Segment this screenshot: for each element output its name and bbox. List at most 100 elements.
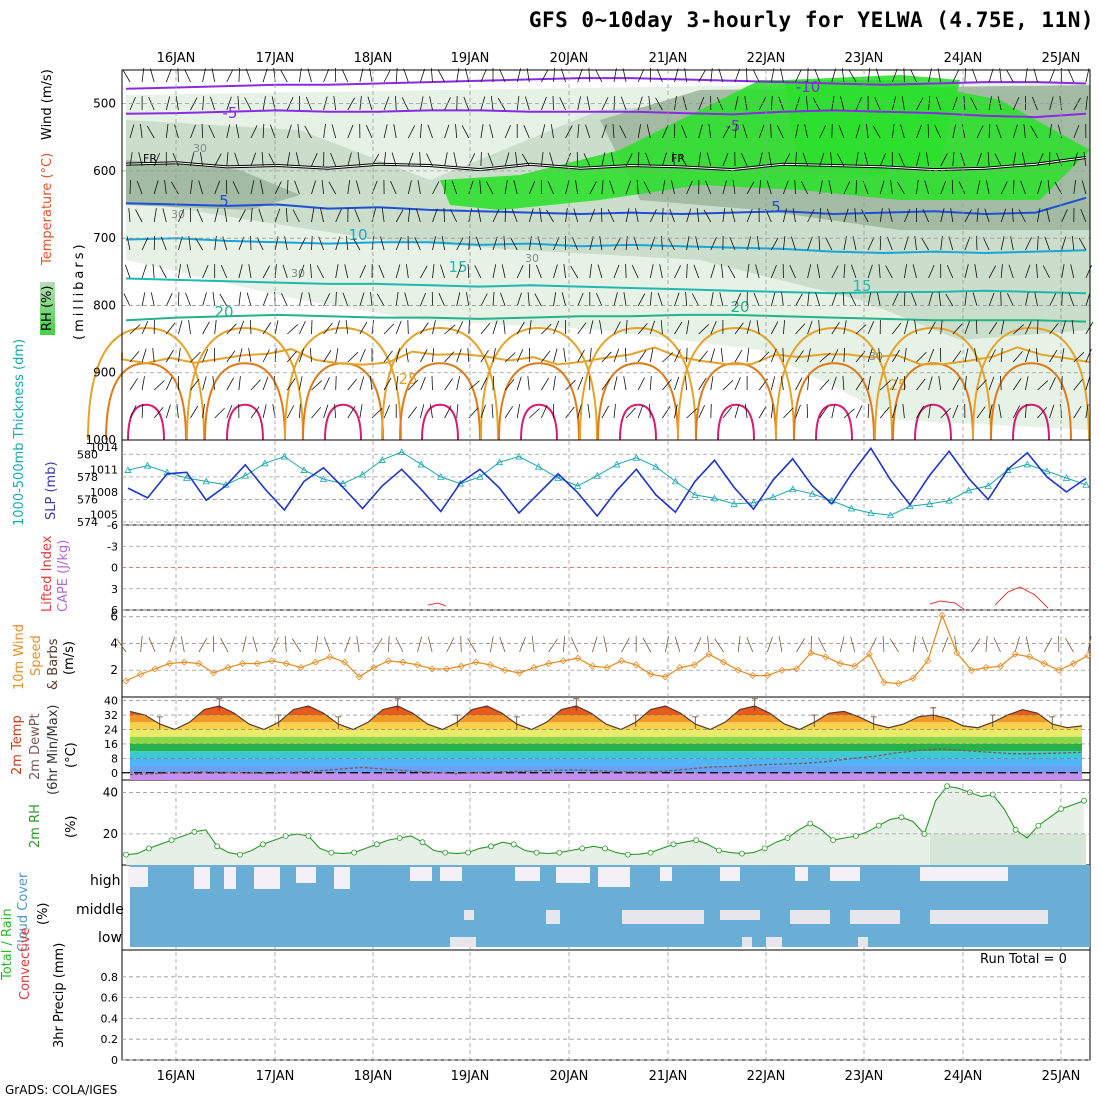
wind-barb bbox=[432, 181, 440, 195]
rh2m-point bbox=[693, 837, 700, 843]
wind-barb bbox=[783, 153, 791, 167]
wind-barb bbox=[1034, 292, 1038, 307]
isotherm-warm-7 bbox=[775, 326, 893, 441]
wind-barb bbox=[165, 349, 174, 363]
wind-barb bbox=[710, 403, 712, 419]
wind10m-point bbox=[588, 662, 596, 670]
rh2m-tick-label: 40 bbox=[103, 785, 118, 799]
wind-barb bbox=[613, 264, 620, 279]
wind-barb bbox=[1085, 265, 1092, 279]
rh2m-point bbox=[898, 814, 905, 821]
wind-barb bbox=[807, 209, 815, 223]
wind-barb bbox=[637, 377, 645, 391]
wind-barb bbox=[1049, 68, 1056, 83]
wind10m-barb bbox=[548, 638, 558, 653]
cloud-mid-gap bbox=[850, 910, 900, 924]
wind-barb bbox=[492, 291, 495, 307]
wind-barb bbox=[210, 96, 216, 111]
wind-barb bbox=[674, 349, 681, 363]
wind-barb bbox=[426, 153, 433, 167]
wind-barb bbox=[662, 207, 664, 223]
thickness-point bbox=[1043, 467, 1051, 475]
upper-wind-label: Wind (m/s) bbox=[40, 69, 55, 140]
wind-barb bbox=[758, 351, 770, 363]
wind-barb bbox=[307, 68, 312, 83]
slp-tick-label: 1008 bbox=[90, 486, 118, 499]
wind-barb bbox=[662, 379, 672, 391]
wind-barb bbox=[807, 376, 810, 391]
minmax-label: (6hr Min/Max) bbox=[46, 704, 61, 795]
wind-barb bbox=[601, 207, 603, 223]
wind-barb bbox=[190, 405, 199, 419]
wind-barb bbox=[945, 293, 954, 307]
wind-barb bbox=[807, 236, 813, 251]
wind-barb bbox=[262, 68, 268, 83]
wind-barb bbox=[308, 292, 312, 307]
isotherm-warm-1 bbox=[204, 362, 286, 441]
thickness-tick-label: 574 bbox=[77, 516, 98, 529]
wind-barb bbox=[637, 151, 640, 167]
slp-tick-label: 1005 bbox=[90, 508, 118, 521]
rh2m-point bbox=[305, 833, 312, 839]
wind-barb bbox=[149, 68, 155, 83]
wind-barb bbox=[330, 152, 337, 167]
wind-barb bbox=[331, 124, 337, 139]
wind-barb bbox=[662, 125, 669, 139]
temp-minmax-marker bbox=[1049, 716, 1056, 729]
wind-barb bbox=[407, 208, 411, 223]
rh2m-point bbox=[670, 841, 677, 848]
wind-barb bbox=[780, 376, 784, 391]
wind-barb bbox=[164, 180, 167, 195]
wind10m-barb bbox=[220, 637, 229, 653]
wind10m-point bbox=[1055, 666, 1063, 674]
isotherm-warm-6 bbox=[695, 362, 777, 441]
wind-barb bbox=[916, 378, 926, 391]
wind-barb bbox=[840, 96, 845, 111]
wind-barb bbox=[380, 236, 385, 251]
wind-barb bbox=[553, 348, 558, 363]
wind10m-point bbox=[792, 665, 801, 673]
wind-barb bbox=[552, 95, 554, 111]
wind-barb bbox=[698, 69, 706, 83]
cloud-high-gap bbox=[224, 867, 236, 889]
contour-label: 30 bbox=[291, 267, 305, 280]
wind-barb bbox=[848, 69, 857, 83]
wind10m-tick-label: 6 bbox=[110, 610, 118, 624]
wind-barb bbox=[202, 292, 207, 307]
wind-barb bbox=[1071, 236, 1075, 251]
wind-barb bbox=[202, 321, 210, 335]
wind10m-point bbox=[297, 663, 305, 672]
wind-barb bbox=[175, 96, 179, 111]
wind-barb bbox=[202, 264, 209, 279]
wind-barb bbox=[795, 151, 797, 167]
wind-barb bbox=[516, 96, 520, 111]
wind-barb bbox=[335, 320, 340, 335]
wind10m-barb bbox=[737, 636, 741, 653]
wind-barb bbox=[795, 124, 799, 139]
wind-barb bbox=[250, 180, 255, 195]
wind-barb bbox=[1054, 181, 1063, 195]
thickness-point bbox=[202, 477, 210, 485]
day-label-bottom: 24JAN bbox=[944, 1069, 983, 1084]
wind-barb bbox=[188, 320, 191, 335]
wind-barb bbox=[706, 152, 712, 167]
wind-barb bbox=[378, 264, 385, 279]
wind-barb bbox=[867, 237, 875, 251]
wind-barb bbox=[1049, 96, 1054, 111]
wind-barb bbox=[819, 379, 830, 391]
wind-barb bbox=[311, 380, 323, 391]
wind-barb bbox=[910, 69, 917, 83]
wind-barb bbox=[420, 265, 428, 279]
thickness-point bbox=[1004, 466, 1012, 473]
wind-barb bbox=[407, 180, 412, 195]
rh2m-point bbox=[624, 851, 631, 858]
wind-barb bbox=[807, 348, 811, 363]
wind-barb bbox=[516, 321, 525, 335]
wind10m-point bbox=[749, 672, 757, 680]
pressure-tick-label: 800 bbox=[93, 298, 116, 312]
thickness-tick-label: 576 bbox=[77, 493, 98, 506]
wind10m-point bbox=[326, 653, 334, 661]
thickness-point bbox=[378, 456, 386, 463]
wind-barb bbox=[698, 124, 703, 139]
wind-barb bbox=[698, 350, 708, 363]
